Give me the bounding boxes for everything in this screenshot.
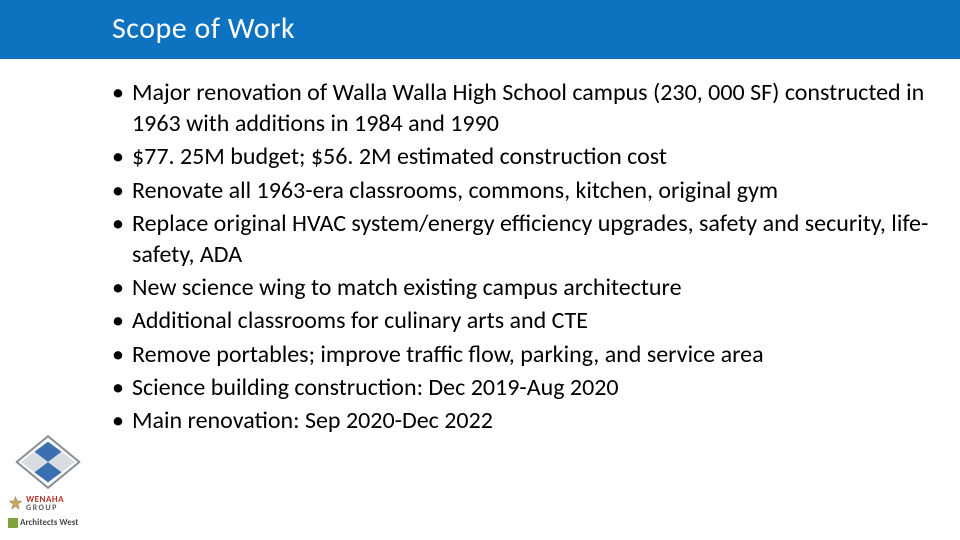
slide-body: Major renovation of Walla Walla High Sch… xyxy=(0,59,960,436)
bullet-item: Replace original HVAC system/energy effi… xyxy=(112,208,960,270)
bullet-list: Major renovation of Walla Walla High Sch… xyxy=(112,77,960,436)
logo-strip: WENAHA GROUP Architects West xyxy=(8,434,88,528)
bullet-item: New science wing to match existing campu… xyxy=(112,272,960,303)
slide-header: Scope of Work xyxy=(0,0,960,59)
wenaha-logo: WENAHA GROUP xyxy=(8,495,88,512)
wenaha-text: WENAHA GROUP xyxy=(26,495,64,512)
bullet-item: Science building construction: Dec 2019-… xyxy=(112,372,960,403)
bullet-item: Major renovation of Walla Walla High Sch… xyxy=(112,77,960,139)
wenaha-line2: GROUP xyxy=(26,504,64,512)
aw-text: Architects West xyxy=(20,517,78,528)
bullet-item: Remove portables; improve traffic flow, … xyxy=(112,339,960,370)
bullet-item: $77. 25M budget; $56. 2M estimated const… xyxy=(112,141,960,172)
bullet-item: Renovate all 1963-era classrooms, common… xyxy=(112,175,960,206)
diamond-logo-icon xyxy=(14,434,82,490)
star-icon xyxy=(8,496,23,511)
bullet-item: Additional classrooms for culinary arts … xyxy=(112,305,960,336)
slide-title: Scope of Work xyxy=(112,10,960,47)
aw-mark-icon xyxy=(8,518,18,528)
architects-west-logo: Architects West xyxy=(8,517,88,528)
bullet-item: Main renovation: Sep 2020-Dec 2022 xyxy=(112,405,960,436)
